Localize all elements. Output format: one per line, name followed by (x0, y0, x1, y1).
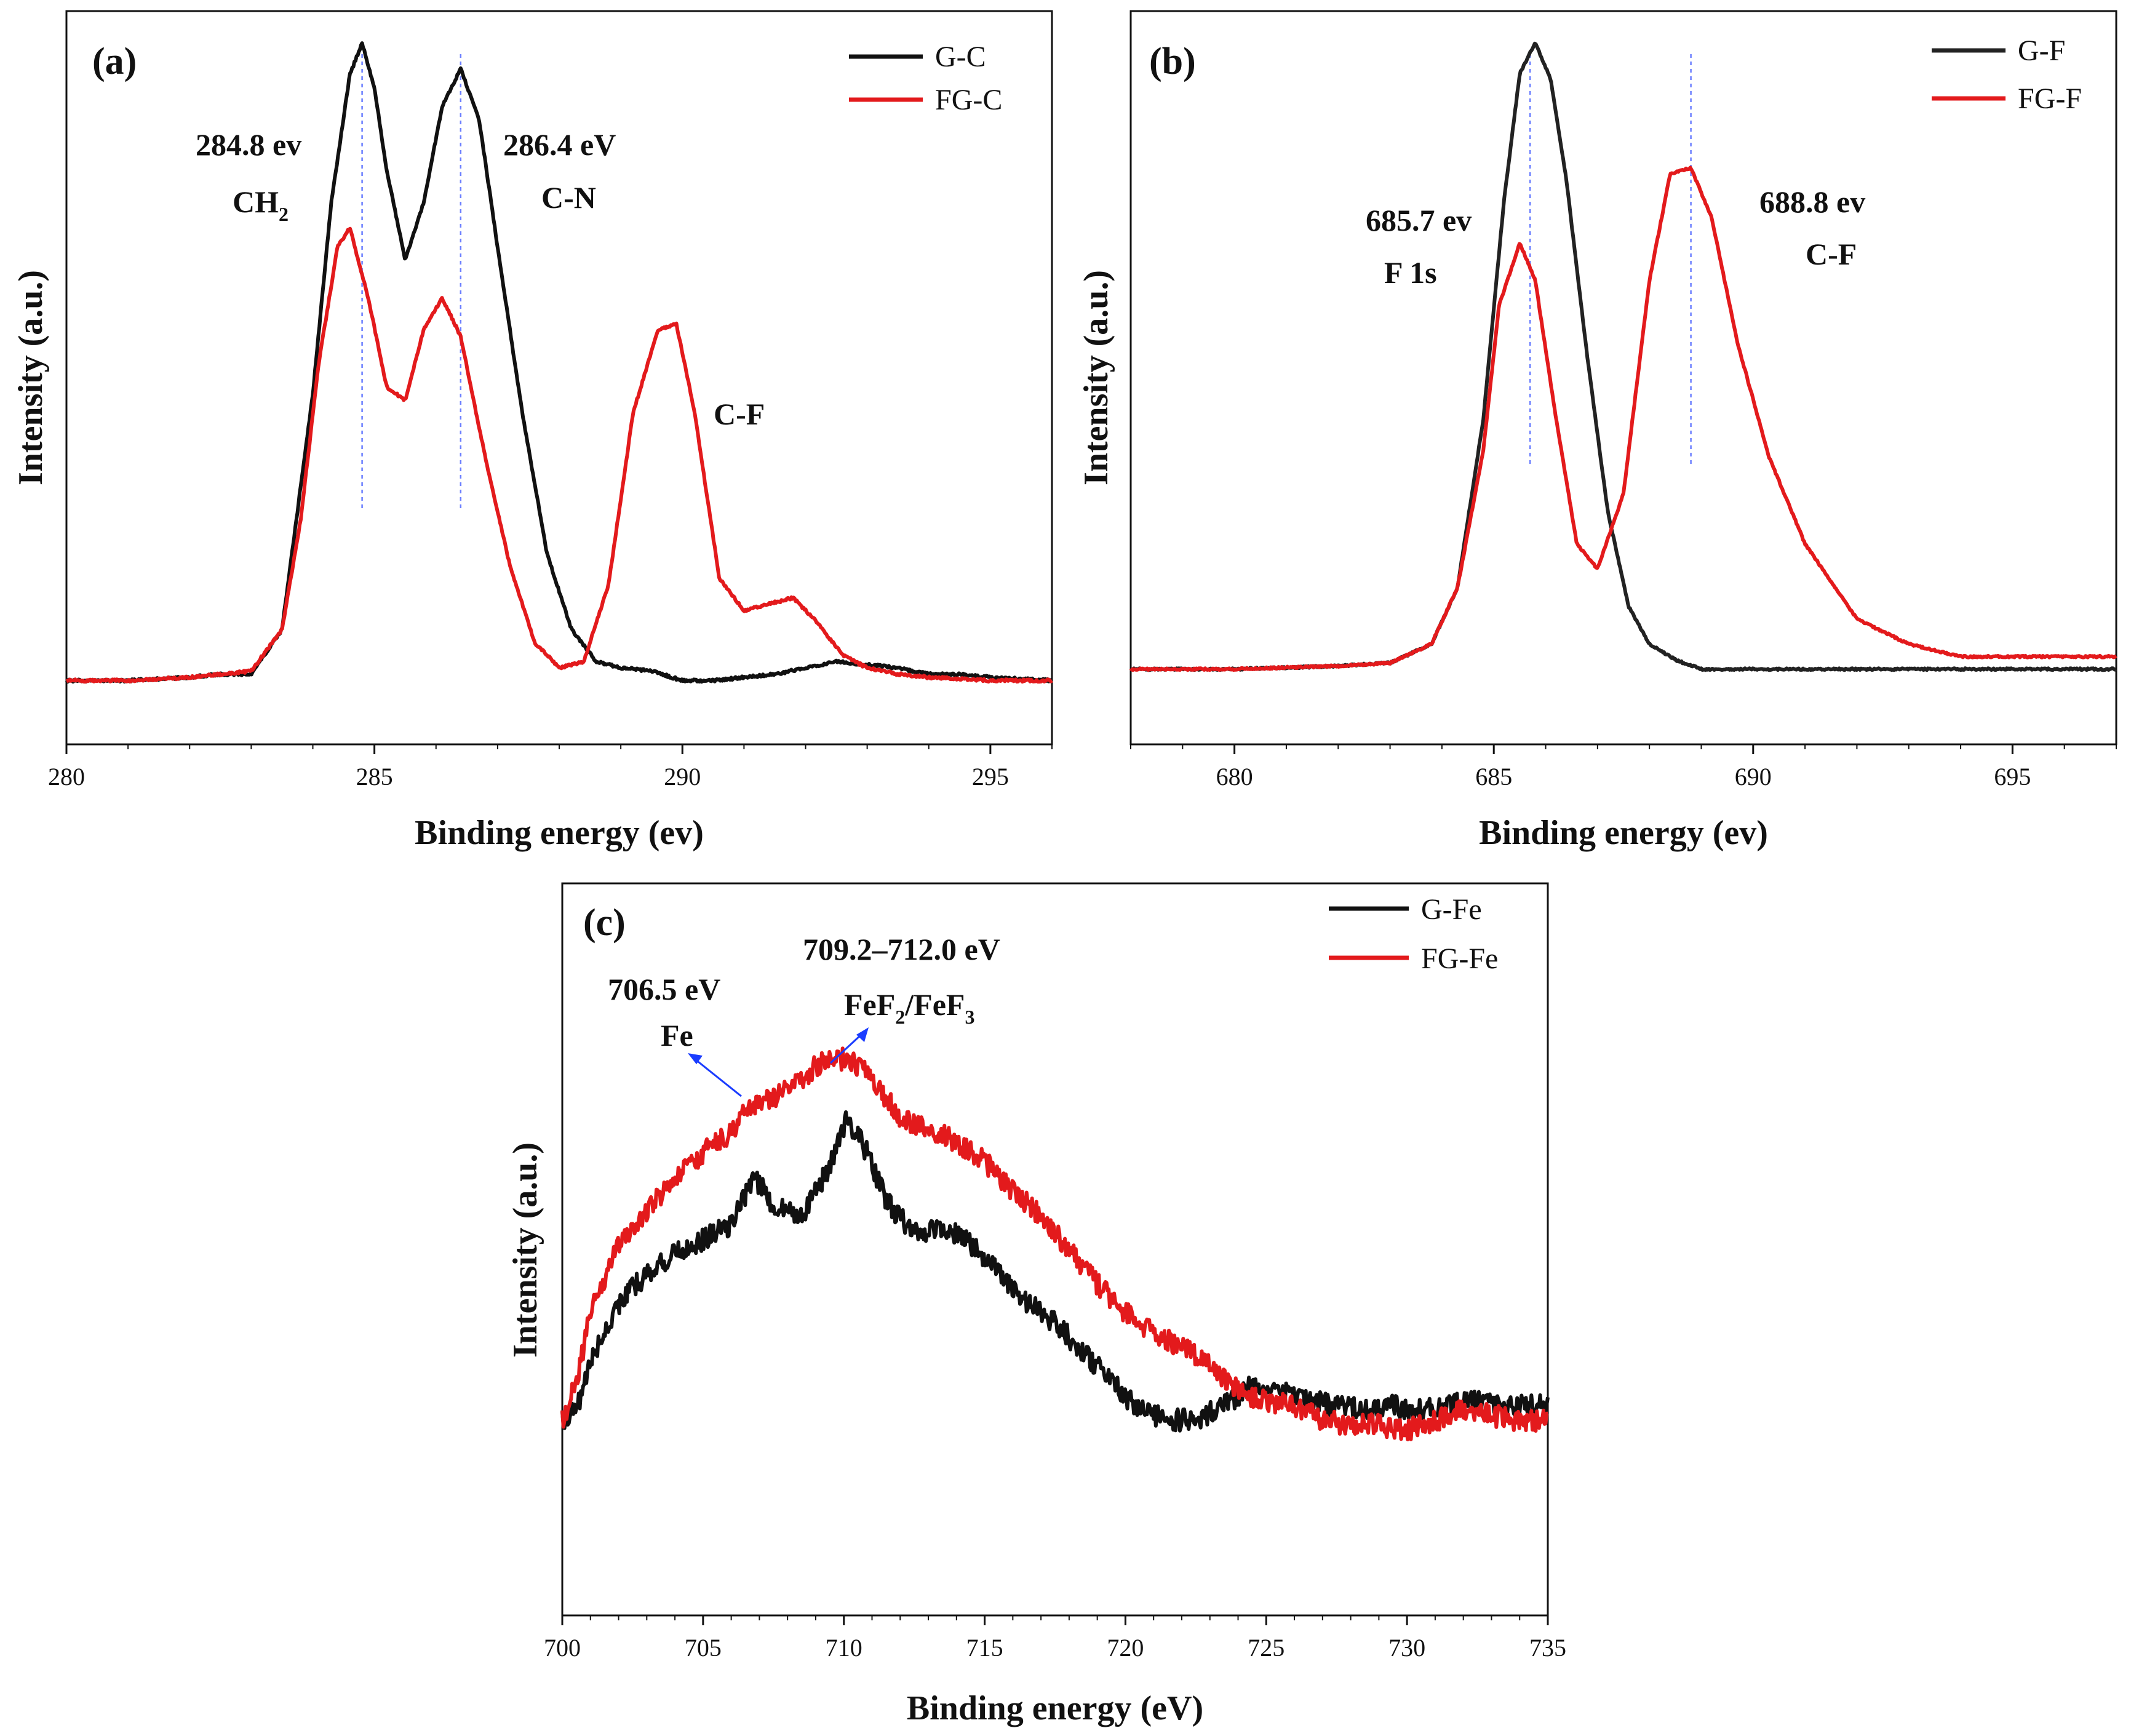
legend-a: G-C FG-C (849, 41, 1002, 116)
panel-label-c: (c) (583, 902, 626, 944)
series-line-b-G-F (1129, 41, 2117, 672)
y-axis-label-a: Intensity (a.u.) (12, 270, 50, 485)
series-line-b-FG-F (1129, 165, 2117, 672)
legend-label-c-0: G-Fe (1421, 893, 1482, 926)
panel-label-a: (a) (92, 41, 137, 82)
plot-frame-a (65, 10, 1053, 746)
annotation-arrow-c-1 (829, 1032, 864, 1064)
annotation-a-1-species: C-N (541, 180, 596, 215)
annotation-c-1-species: FeF2/FeF3 (844, 987, 974, 1028)
x-tick-label-c-2: 710 (826, 1634, 862, 1662)
legend-label-a-1: FG-C (935, 84, 1002, 116)
legend-label-c-1: FG-Fe (1421, 942, 1498, 975)
annotation-a-1-energy: 286.4 eV (503, 127, 616, 162)
x-tick-label-c-6: 730 (1388, 1634, 1425, 1662)
x-tick-label-b-2: 690 (1735, 763, 1772, 790)
annotation-b-1-energy: 688.8 ev (1759, 185, 1865, 219)
panel-label-b: (b) (1149, 41, 1196, 82)
x-tick-label-c-3: 715 (966, 1634, 1003, 1662)
x-tick-label-b-1: 685 (1475, 763, 1512, 790)
x-tick-label-c-4: 720 (1107, 1634, 1144, 1662)
annotation-b-0-energy: 685.7 ev (1366, 203, 1472, 237)
annotation-a-0-energy: 284.8 ev (196, 127, 301, 162)
x-tick-label-c-0: 700 (544, 1634, 581, 1662)
panel-c: (c) 700 705 710 715 720 725 730 735 G-Fe FG-Fe … (506, 882, 1566, 1727)
annotation-a-2-species: C-F (714, 397, 765, 431)
x-tick-label-a-2: 290 (664, 763, 701, 790)
x-tick-label-a-0: 280 (48, 763, 85, 790)
panel-b: (b) 680 685 690 695 G-F FG-F 685.7 ev F 1s … (1077, 10, 2117, 852)
legend-label-a-0: G-C (935, 41, 986, 73)
plot-frame-c (561, 882, 1549, 1617)
annotation-b-1-species: C-F (1806, 237, 1857, 271)
annotation-b-0-species: F 1s (1384, 255, 1437, 290)
annotation-arrowhead-c-0 (688, 1053, 703, 1064)
x-axis-label-b: Binding energy (ev) (1479, 814, 1768, 852)
annotation-c-1-energy: 709.2–712.0 eV (803, 932, 1000, 966)
annotation-arrowhead-c-1 (856, 1027, 869, 1042)
annotation-c-0-species: Fe (661, 1018, 693, 1053)
y-axis-label-b: Intensity (a.u.) (1077, 270, 1115, 485)
legend-c: G-Fe FG-Fe (1329, 893, 1498, 975)
x-tick-label-c-7: 735 (1529, 1634, 1566, 1662)
series-line-a-FG-C (65, 226, 1053, 684)
x-tick-label-c-5: 725 (1248, 1634, 1285, 1662)
series-line-c-FG-Fe (560, 1046, 1549, 1441)
annotation-arrow-c-0 (695, 1058, 742, 1097)
plot-frame-b (1129, 10, 2117, 746)
x-tick-label-c-1: 705 (685, 1634, 722, 1662)
series-line-c-G-Fe (560, 1110, 1550, 1433)
x-tick-label-a-1: 285 (356, 763, 393, 790)
x-tick-label-a-3: 295 (972, 763, 1009, 790)
legend-b: G-F FG-F (1932, 34, 2082, 115)
annotation-a-0-species: CH2 (233, 185, 289, 225)
y-axis-label-c: Intensity (a.u.) (506, 1142, 544, 1358)
x-axis-label-c: Binding energy (eV) (907, 1689, 1203, 1727)
panel-a: (a) 280 285 290 295 G-C FG-C 284.8 ev CH2 2… (12, 10, 1053, 852)
x-tick-label-b-3: 695 (1994, 763, 2031, 790)
x-axis-label-a: Binding energy (ev) (415, 814, 704, 852)
x-tick-label-b-0: 680 (1216, 763, 1253, 790)
legend-label-b-1: FG-F (2018, 82, 2082, 115)
legend-label-b-0: G-F (2018, 34, 2065, 67)
annotation-c-0-energy: 706.5 eV (608, 972, 720, 1006)
